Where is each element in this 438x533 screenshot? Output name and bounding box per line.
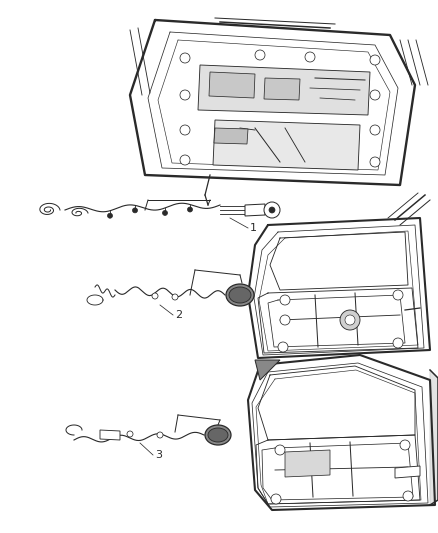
Polygon shape: [264, 78, 300, 100]
Text: 3: 3: [155, 450, 162, 460]
Circle shape: [133, 208, 138, 213]
Circle shape: [187, 207, 192, 212]
Circle shape: [275, 445, 285, 455]
Polygon shape: [395, 466, 420, 478]
Circle shape: [107, 213, 113, 218]
Circle shape: [280, 295, 290, 305]
Circle shape: [393, 338, 403, 348]
Ellipse shape: [226, 284, 254, 306]
Polygon shape: [213, 120, 360, 170]
Circle shape: [370, 157, 380, 167]
Circle shape: [180, 53, 190, 63]
Polygon shape: [209, 72, 255, 98]
Polygon shape: [285, 450, 330, 477]
Ellipse shape: [208, 428, 228, 442]
Polygon shape: [100, 430, 120, 440]
Circle shape: [340, 310, 360, 330]
Circle shape: [403, 491, 413, 501]
Circle shape: [280, 315, 290, 325]
Polygon shape: [214, 128, 248, 144]
Circle shape: [127, 431, 133, 437]
Circle shape: [370, 90, 380, 100]
Circle shape: [305, 52, 315, 62]
Circle shape: [393, 290, 403, 300]
Circle shape: [370, 125, 380, 135]
Circle shape: [269, 207, 275, 213]
Circle shape: [152, 293, 158, 299]
Polygon shape: [245, 204, 265, 216]
Circle shape: [180, 155, 190, 165]
Circle shape: [271, 494, 281, 504]
Circle shape: [255, 50, 265, 60]
Circle shape: [345, 315, 355, 325]
Circle shape: [180, 90, 190, 100]
Circle shape: [400, 440, 410, 450]
Circle shape: [180, 125, 190, 135]
Polygon shape: [430, 370, 438, 505]
Circle shape: [157, 432, 163, 438]
Ellipse shape: [229, 287, 251, 303]
Text: 2: 2: [175, 310, 182, 320]
Polygon shape: [198, 65, 370, 115]
Polygon shape: [255, 360, 280, 380]
Circle shape: [162, 211, 167, 215]
Ellipse shape: [205, 425, 231, 445]
Text: 1: 1: [250, 223, 257, 233]
Circle shape: [172, 294, 178, 300]
Circle shape: [370, 55, 380, 65]
Circle shape: [278, 342, 288, 352]
Circle shape: [264, 202, 280, 218]
